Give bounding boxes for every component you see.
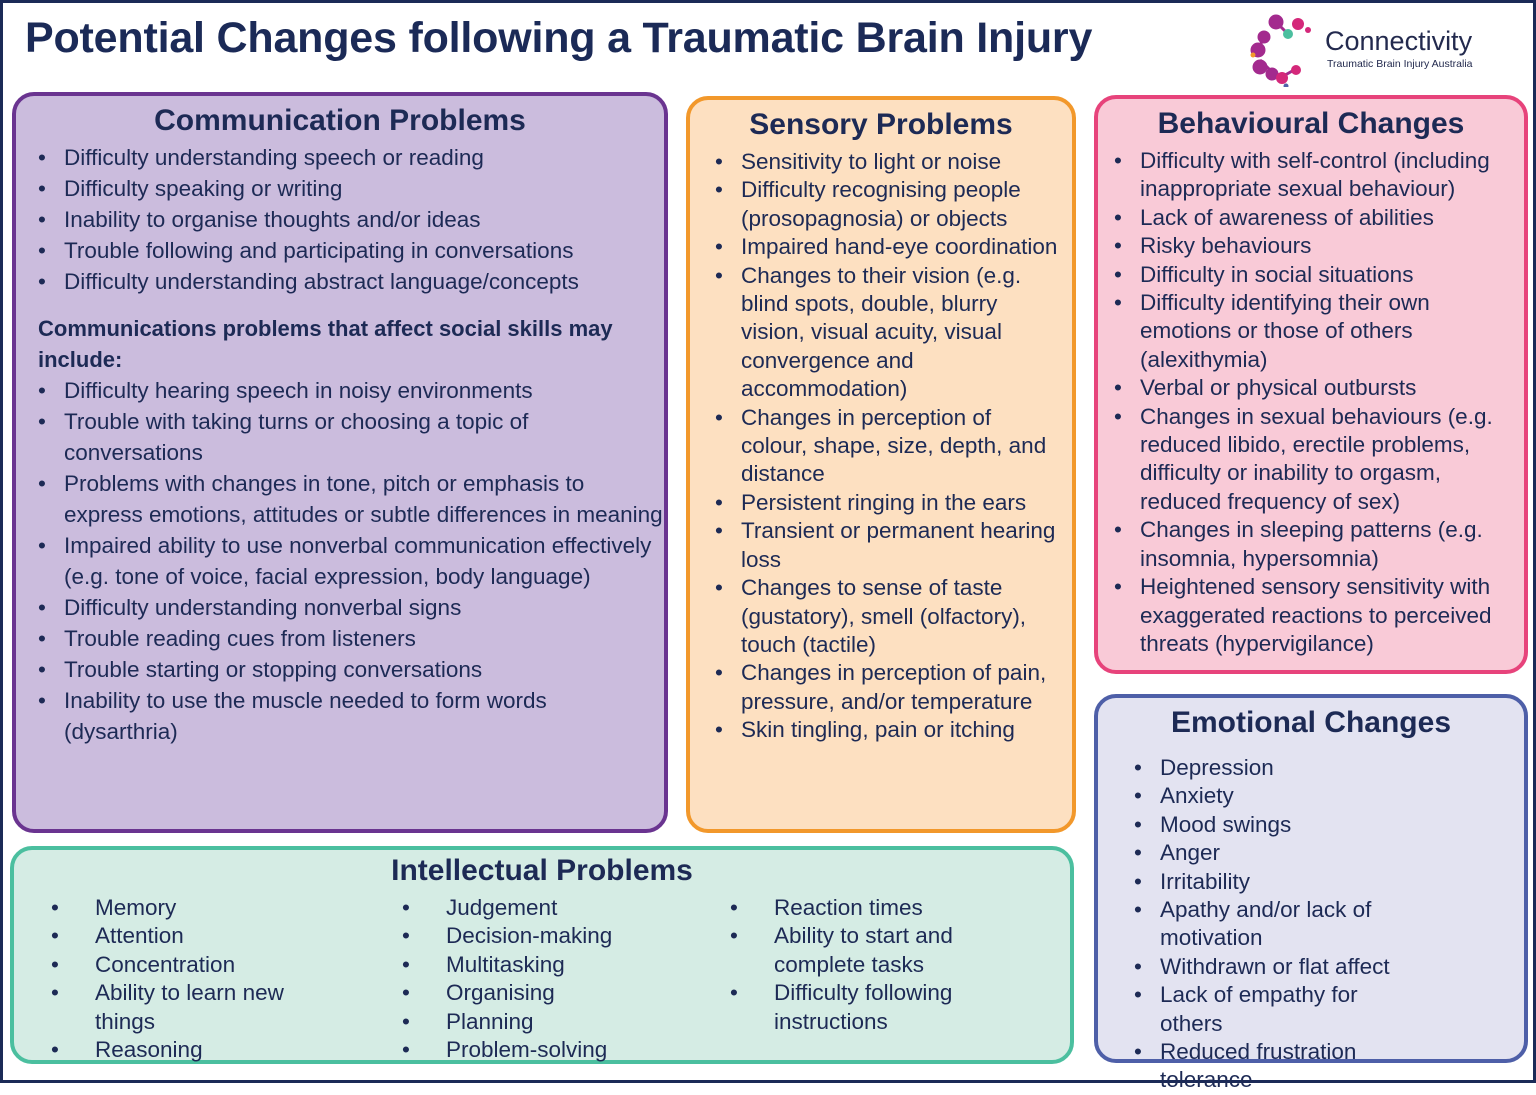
list-item: Changes in perception of colour, shape, … [715, 404, 1061, 489]
list-item: Judgement [402, 894, 676, 923]
list-item: Trouble following and participating in c… [38, 235, 664, 266]
list-item: Mood swings [1134, 811, 1410, 840]
list-item: Reduced frustration tolerance [1134, 1038, 1410, 1095]
list-item: Difficulty with self-control (including … [1114, 147, 1525, 204]
communication-list: Difficulty understanding speech or readi… [38, 142, 664, 297]
communication-heading: Communication Problems [154, 104, 526, 137]
list-item: Heightened sensory sensitivity with exag… [1114, 573, 1525, 658]
logo-mark-icon [1250, 14, 1311, 89]
emotional-list: DepressionAnxietyMood swingsAngerIrritab… [1134, 754, 1410, 1095]
list-item: Difficulty recognising people (prosopagn… [715, 176, 1061, 233]
list-item: Sensitivity to light or noise [715, 148, 1061, 177]
page-title: Potential Changes following a Traumatic … [25, 14, 1093, 62]
list-item: Anger [1134, 839, 1410, 868]
list-item: Anxiety [1134, 782, 1410, 811]
intellectual-column-3: Reaction timesAbility to start and compl… [730, 894, 1004, 1036]
list-item: Apathy and/or lack of motivation [1134, 896, 1410, 953]
list-item: Reaction times [730, 894, 1004, 923]
sensory-heading: Sensory Problems [749, 108, 1013, 141]
list-item: Ability to start and complete tasks [730, 922, 1004, 979]
social-skills-subheading: Communications problems that affect soci… [38, 316, 613, 372]
list-item: Trouble reading cues from listeners [38, 623, 664, 654]
list-item: Difficulty understanding abstract langua… [38, 266, 664, 297]
list-item: Difficulty speaking or writing [38, 173, 664, 204]
list-item: Transient or permanent hearing loss [715, 517, 1061, 574]
emotional-heading: Emotional Changes [1170, 706, 1452, 739]
list-item: Depression [1134, 754, 1410, 783]
list-item: Skin tingling, pain or itching [715, 716, 1061, 745]
list-item: Difficulty understanding speech or readi… [38, 142, 664, 173]
behavioural-changes-panel: Behavioural Changes Difficulty with self… [1094, 95, 1528, 674]
list-item: Irritability [1134, 868, 1410, 897]
list-item: Lack of empathy for others [1134, 981, 1410, 1038]
list-item: Impaired hand-eye coordination [715, 233, 1061, 262]
list-item: Trouble with taking turns or choosing a … [38, 406, 664, 468]
list-item: Lack of awareness of abilities [1114, 204, 1525, 233]
connectivity-logo: Connectivity Traumatic Brain Injury Aust… [1250, 12, 1490, 89]
communication-problems-panel: Communication Problems Difficulty unders… [12, 92, 668, 833]
list-item: Organising [402, 979, 676, 1008]
list-item: Changes in sleeping patterns (e.g. insom… [1114, 516, 1525, 573]
list-item: Reasoning [51, 1036, 325, 1065]
list-item: Multitasking [402, 951, 676, 980]
intellectual-problems-panel: Intellectual Problems MemoryAttentionCon… [10, 846, 1074, 1065]
list-item: Changes to their vision (e.g. blind spot… [715, 262, 1061, 404]
list-item: Impaired ability to use nonverbal commun… [38, 530, 664, 592]
list-item: Changes in sexual behaviours (e.g. reduc… [1114, 403, 1525, 517]
list-item: Difficulty understanding nonverbal signs [38, 592, 664, 623]
list-item: Planning [402, 1008, 676, 1037]
list-item: Ability to learn new things [51, 979, 325, 1036]
list-item: Difficulty following instructions [730, 979, 1004, 1036]
emotional-changes-panel: Emotional Changes DepressionAnxietyMood … [1094, 694, 1528, 1092]
sensory-list: Sensitivity to light or noiseDifficulty … [715, 148, 1061, 745]
sensory-problems-panel: Sensory Problems Sensitivity to light or… [686, 96, 1076, 833]
logo-tagline: Traumatic Brain Injury Australia [1327, 58, 1473, 70]
list-item: Decision-making [402, 922, 676, 951]
intellectual-column-2: JudgementDecision-makingMultitaskingOrga… [402, 894, 676, 1065]
list-item: Inability to organise thoughts and/or id… [38, 204, 664, 235]
intellectual-heading: Intellectual Problems [391, 854, 693, 887]
list-item: Difficulty in social situations [1114, 261, 1525, 290]
list-item: Memory [51, 894, 325, 923]
list-item: Changes in perception of pain, pressure,… [715, 659, 1061, 716]
list-item: Attention [51, 922, 325, 951]
behavioural-heading: Behavioural Changes [1157, 107, 1465, 140]
list-item: Persistent ringing in the ears [715, 489, 1061, 518]
list-item: Changes to sense of taste (gustatory), s… [715, 574, 1061, 659]
list-item: Verbal or physical outbursts [1114, 374, 1525, 403]
list-item: Difficulty identifying their own emotion… [1114, 289, 1525, 374]
list-item: Difficulty hearing speech in noisy envir… [38, 375, 664, 406]
logo-name: Connectivity [1325, 26, 1473, 56]
list-item: Problems with changes in tone, pitch or … [38, 468, 664, 530]
list-item: Problem-solving [402, 1036, 676, 1065]
behavioural-list: Difficulty with self-control (including … [1114, 147, 1525, 658]
list-item: Withdrawn or flat affect [1134, 953, 1410, 982]
social-skills-list: Difficulty hearing speech in noisy envir… [38, 375, 664, 747]
list-item: Inability to use the muscle needed to fo… [38, 685, 664, 747]
intellectual-column-1: MemoryAttentionConcentrationAbility to l… [51, 894, 325, 1065]
list-item: Trouble starting or stopping conversatio… [38, 654, 664, 685]
list-item: Concentration [51, 951, 325, 980]
list-item: Risky behaviours [1114, 232, 1525, 261]
